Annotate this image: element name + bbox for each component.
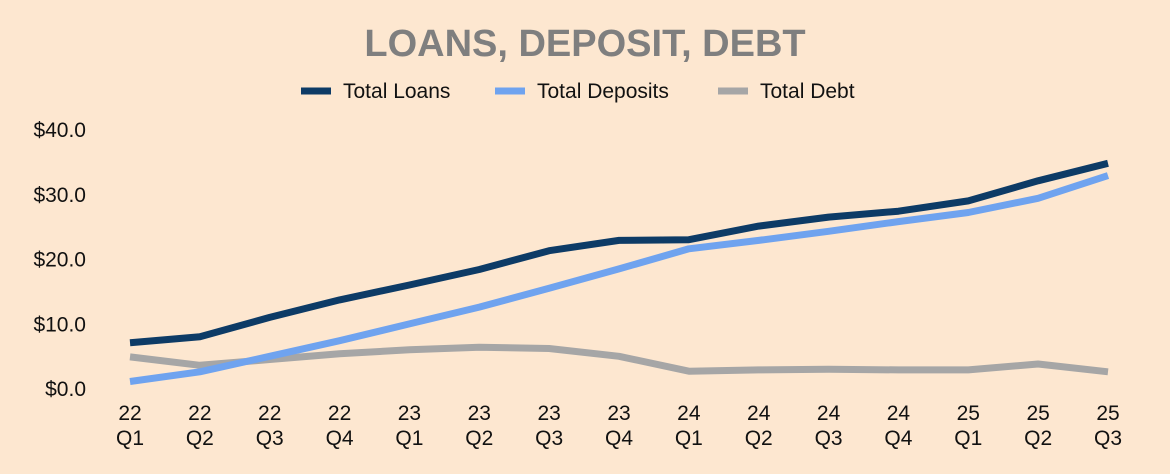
series-line-total-deposits [129, 172, 1110, 385]
y-tick-label: $10.0 [33, 313, 86, 336]
x-tick-quarter: Q3 [815, 427, 843, 450]
y-tick-label: $20.0 [33, 249, 86, 272]
legend-label-total-deposits: Total Deposits [537, 80, 669, 103]
x-tick-quarter: Q4 [605, 427, 633, 450]
y-axis: $0.0 $10.0 $20.0 $30.0 $40.0 [33, 119, 86, 401]
x-axis: 22Q122Q222Q322Q423Q123Q223Q323Q424Q124Q2… [116, 402, 1122, 450]
y-tick-label: $40.0 [33, 119, 86, 142]
x-tick-year: 24 [677, 402, 701, 425]
x-tick-quarter: Q3 [535, 427, 563, 450]
x-tick-quarter: Q1 [395, 427, 423, 450]
x-tick-quarter: Q1 [675, 427, 703, 450]
x-tick-year: 23 [398, 402, 421, 425]
x-tick-quarter: Q3 [1094, 427, 1122, 450]
x-tick-year: 24 [747, 402, 771, 425]
legend-label-total-loans: Total Loans [343, 80, 450, 103]
x-tick-year: 23 [537, 402, 560, 425]
legend: Total Loans Total Deposits Total Debt [301, 80, 855, 103]
x-tick-quarter: Q1 [116, 427, 144, 450]
series-line-total-loans [129, 159, 1109, 347]
chart-title: LOANS, DEPOSIT, DEBT [364, 23, 805, 65]
x-tick-year: 22 [188, 402, 211, 425]
y-tick-label: $0.0 [45, 378, 86, 401]
x-tick-quarter: Q2 [1024, 427, 1052, 450]
x-tick-quarter: Q2 [186, 427, 214, 450]
series-line-total-debt [129, 343, 1109, 376]
x-tick-quarter: Q4 [884, 427, 912, 450]
x-tick-quarter: Q2 [465, 427, 493, 450]
x-tick-quarter: Q1 [954, 427, 982, 450]
x-tick-year: 22 [328, 402, 351, 425]
x-tick-year: 24 [817, 402, 841, 425]
x-tick-quarter: Q2 [745, 427, 773, 450]
x-tick-year: 25 [1026, 402, 1049, 425]
x-tick-year: 22 [258, 402, 281, 425]
x-tick-year: 23 [607, 402, 630, 425]
x-tick-year: 24 [887, 402, 911, 425]
x-tick-year: 23 [468, 402, 491, 425]
x-tick-quarter: Q3 [256, 427, 284, 450]
x-tick-quarter: Q4 [326, 427, 354, 450]
x-tick-year: 25 [1096, 402, 1119, 425]
x-tick-year: 25 [957, 402, 980, 425]
x-tick-year: 22 [118, 402, 141, 425]
y-tick-label: $30.0 [33, 184, 86, 207]
legend-label-total-debt: Total Debt [760, 80, 855, 103]
series-lines [129, 159, 1110, 385]
